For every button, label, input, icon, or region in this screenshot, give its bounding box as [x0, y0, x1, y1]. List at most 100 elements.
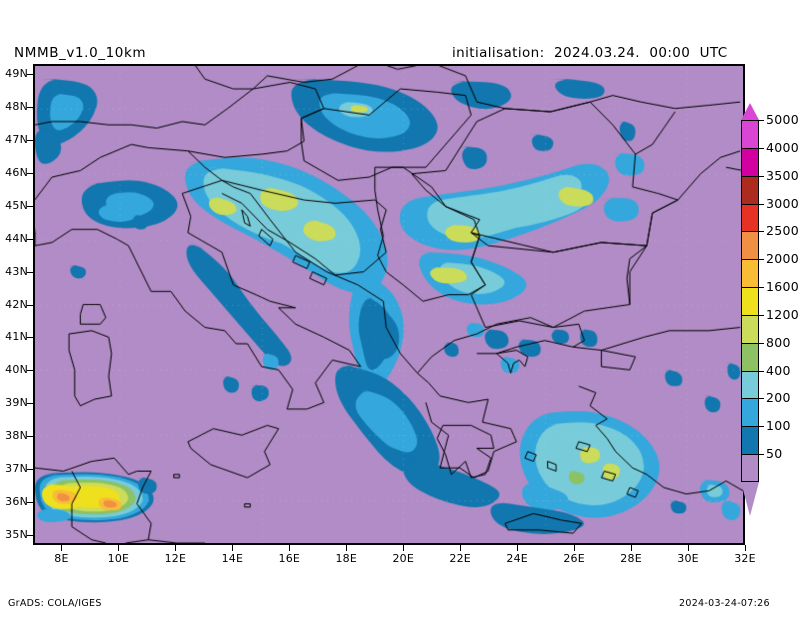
lon-label-18E: 18E [335, 552, 358, 565]
lat-tick [27, 304, 33, 306]
lon-tick [631, 545, 633, 551]
lat-label-41N: 41N [5, 330, 28, 344]
lon-label-16E: 16E [278, 552, 301, 565]
lat-label-38N: 38N [5, 429, 28, 443]
lat-tick [27, 403, 33, 405]
colorbar-band-200 [741, 398, 759, 427]
lat-label-47N: 47N [5, 132, 28, 146]
model-name-label: NMMB_v1.0_10km [14, 45, 147, 61]
colorbar-band-100 [741, 426, 759, 455]
colorbar-label-100: 100 [766, 418, 791, 434]
colorbar-label-800: 800 [766, 334, 791, 350]
colorbar-label-2000: 2000 [766, 251, 800, 267]
lat-label-40N: 40N [5, 363, 28, 377]
grads-credit-label: GrADS: COLA/IGES [8, 598, 102, 609]
lat-tick [27, 106, 33, 108]
colorbar-band-400 [741, 370, 759, 399]
colorbar-label-5000: 5000 [766, 112, 800, 127]
colorbar-tick [759, 231, 764, 233]
lon-label-10E: 10E [107, 552, 130, 565]
colorbar-tick [759, 203, 764, 205]
lat-tick [27, 271, 33, 273]
colorbar-tick [759, 287, 764, 289]
colorbar-below-min-arrow [741, 482, 759, 516]
colorbar-band-2000 [741, 259, 759, 288]
lon-label-30E: 30E [677, 552, 699, 565]
initialisation-label: initialisation: 2024.03.24. 00:00 UTC [452, 45, 728, 61]
lat-tick [27, 73, 33, 75]
lat-tick [27, 337, 33, 339]
colorbar-band-1200 [741, 314, 759, 343]
lon-tick [289, 545, 291, 551]
colorbar-label-2500: 2500 [766, 223, 800, 239]
colorbar-label-3000: 3000 [766, 195, 800, 211]
lon-tick [745, 545, 746, 551]
render-timestamp-label: 2024-03-24-07:26 [679, 598, 770, 609]
lon-label-32E: 32E [734, 552, 756, 565]
lat-tick [27, 370, 33, 372]
lon-label-12E: 12E [164, 552, 187, 565]
colorbar-tick [759, 342, 764, 344]
lon-tick [460, 545, 462, 551]
colorbar-band-2500 [741, 231, 759, 260]
lat-tick [27, 436, 33, 438]
colorbar-label-400: 400 [766, 362, 791, 378]
colorbar-tick [759, 398, 764, 400]
lon-label-24E: 24E [506, 552, 528, 565]
lon-tick [403, 545, 405, 551]
lon-tick [175, 545, 177, 551]
map-plot-area[interactable] [33, 64, 745, 545]
lat-label-46N: 46N [5, 165, 28, 179]
colorbar-band-4000 [741, 147, 759, 176]
lat-label-36N: 36N [5, 495, 28, 509]
lat-label-45N: 45N [5, 198, 28, 212]
lon-label-20E: 20E [392, 552, 415, 565]
lon-tick [346, 545, 348, 551]
lon-label-28E: 28E [620, 552, 642, 565]
colorbar-label-200: 200 [766, 390, 791, 406]
colorbar-label-3500: 3500 [766, 167, 800, 183]
lat-label-42N: 42N [5, 297, 28, 311]
colorbar-tick [759, 147, 764, 149]
colorbar-band-1600 [741, 287, 759, 315]
lat-label-48N: 48N [5, 99, 28, 113]
lat-tick [27, 205, 33, 207]
lon-tick [232, 545, 234, 551]
lat-tick [27, 535, 33, 537]
lat-tick [27, 469, 33, 471]
colorbar-label-1600: 1600 [766, 279, 800, 295]
lat-label-35N: 35N [5, 528, 28, 542]
lon-tick [118, 545, 120, 551]
colorbar-band-50 [741, 454, 759, 482]
colorbar-tick [759, 426, 764, 428]
lon-tick [688, 545, 690, 551]
lat-tick [27, 172, 33, 174]
lat-label-39N: 39N [5, 396, 28, 410]
lat-label-43N: 43N [5, 264, 28, 278]
lat-tick [27, 139, 33, 141]
cape-heatmap-canvas [35, 66, 743, 543]
colorbar-band-3000 [741, 203, 759, 232]
lon-label-8E: 8E [54, 552, 69, 565]
lon-label-14E: 14E [221, 552, 244, 565]
lat-tick [27, 502, 33, 504]
lon-tick [61, 545, 63, 551]
lon-label-22E: 22E [449, 552, 471, 565]
colorbar-label-1200: 1200 [766, 306, 800, 322]
colorbar-tick [759, 370, 764, 372]
colorbar-tick [759, 259, 764, 261]
colorbar-tick [759, 314, 764, 316]
colorbar-band-3500 [741, 175, 759, 204]
colorbar[interactable] [741, 120, 759, 482]
lon-label-26E: 26E [563, 552, 585, 565]
colorbar-label-4000: 4000 [766, 139, 800, 155]
lat-label-44N: 44N [5, 231, 28, 245]
colorbar-above-max-arrow [741, 103, 759, 120]
colorbar-band-800 [741, 342, 759, 371]
lat-label-37N: 37N [5, 462, 28, 476]
colorbar-tick [759, 175, 764, 177]
colorbar-label-50: 50 [766, 446, 783, 462]
colorbar-tick [759, 454, 764, 456]
lon-tick [574, 545, 576, 551]
lat-label-49N: 49N [5, 66, 28, 80]
